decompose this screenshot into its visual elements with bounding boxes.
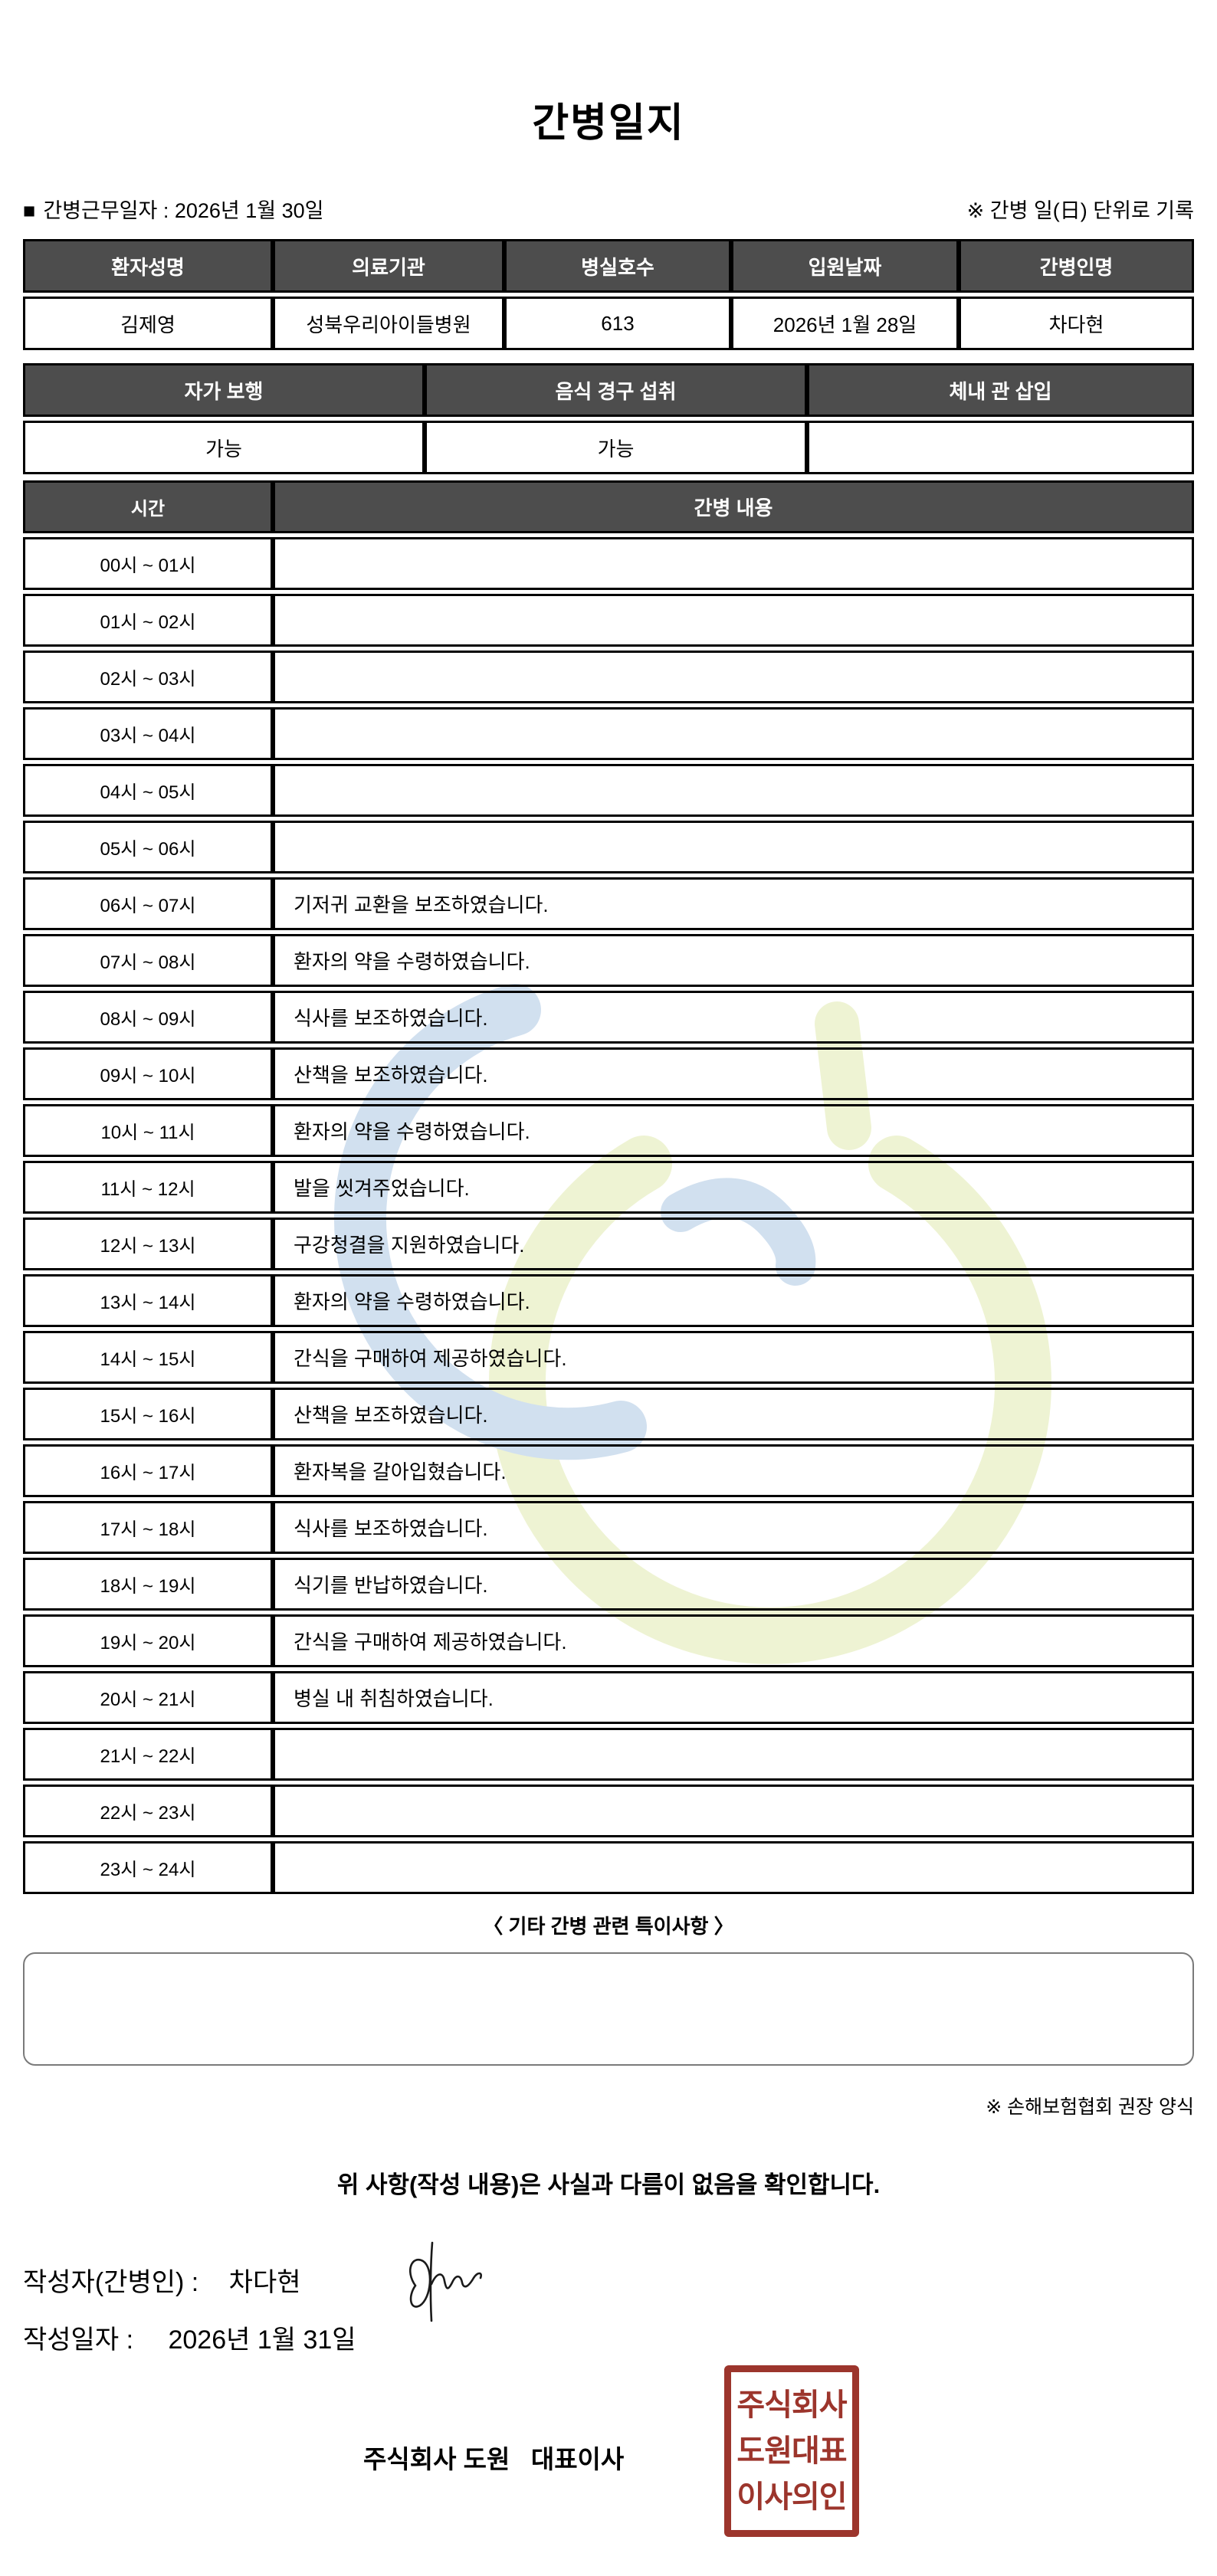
corporate-seal-stamp: 주식회사 도원대표 이사의인 — [724, 2365, 859, 2537]
work-date-text: 간병근무일자 : 2026년 1월 30일 — [43, 199, 324, 222]
notes-box — [23, 1952, 1194, 2066]
writer-label: 작성자(간병인) : — [23, 2268, 199, 2297]
log-row-content: 환자의 약을 수령하였습니다. — [273, 934, 1194, 987]
log-row-time: 15시 ~ 16시 — [23, 1388, 273, 1440]
handwritten-signature — [409, 2241, 482, 2322]
log-row-content: 환자의 약을 수령하였습니다. — [273, 1104, 1194, 1157]
writer-row: 작성자(간병인) : 차다현 — [23, 2241, 1194, 2322]
log-row-content: 환자의 약을 수령하였습니다. — [273, 1274, 1194, 1327]
stamp-line: 주식회사 — [736, 2388, 847, 2422]
log-row-time: 03시 ~ 04시 — [23, 707, 273, 760]
written-date-label: 작성일자 : — [23, 2325, 134, 2355]
log-row-time: 04시 ~ 05시 — [23, 764, 273, 817]
log-row-time: 19시 ~ 20시 — [23, 1614, 273, 1667]
patient-table-value: 차다현 — [959, 297, 1194, 350]
written-date-value: 2026년 1월 31일 — [168, 2325, 356, 2355]
log-row-time: 13시 ~ 14시 — [23, 1274, 273, 1327]
log-row-content — [273, 1785, 1194, 1837]
patient-table-value: 2026년 1월 28일 — [731, 297, 959, 350]
log-row-time: 16시 ~ 17시 — [23, 1444, 273, 1497]
patient-table-value: 김제영 — [23, 297, 273, 350]
log-row-time: 06시 ~ 07시 — [23, 877, 273, 930]
square-bullet-icon: ■ — [23, 199, 36, 222]
condition-table-header: 자가 보행 — [23, 363, 425, 417]
form-standard-note: ※ 손해보험협회 권장 양식 — [986, 2096, 1194, 2118]
condition-table-value: 가능 — [23, 421, 425, 474]
log-row-time: 09시 ~ 10시 — [23, 1047, 273, 1100]
log-row-time: 00시 ~ 01시 — [23, 537, 273, 590]
log-row-content — [273, 707, 1194, 760]
log-row-content — [273, 1728, 1194, 1781]
log-row-content: 식사를 보조하였습니다. — [273, 1501, 1194, 1554]
log-content-header: 간병 내용 — [273, 480, 1194, 533]
log-row-content: 기저귀 교환을 보조하였습니다. — [273, 877, 1194, 930]
log-row-time: 20시 ~ 21시 — [23, 1671, 273, 1724]
log-row-content: 산책을 보조하였습니다. — [273, 1388, 1194, 1440]
log-row-time: 17시 ~ 18시 — [23, 1501, 273, 1554]
log-row-content: 산책을 보조하였습니다. — [273, 1047, 1194, 1100]
log-row-content — [273, 1841, 1194, 1894]
condition-table-value — [807, 421, 1194, 474]
log-row-content — [273, 537, 1194, 590]
condition-table-header: 음식 경구 섭취 — [425, 363, 807, 417]
patient-table-value: 성북우리아이들병원 — [273, 297, 504, 350]
care-log-table: 시간 간병 내용 00시 ~ 01시 01시 ~ 02시 02시 ~ 03시 03시 ~ … — [23, 480, 1194, 1894]
patient-table-header: 의료기관 — [273, 239, 504, 293]
page-title: 간병일지 — [532, 101, 685, 146]
log-row-content: 간식을 구매하여 제공하였습니다. — [273, 1614, 1194, 1667]
log-row-time: 10시 ~ 11시 — [23, 1104, 273, 1157]
log-time-header: 시간 — [23, 480, 273, 533]
patient-table-header: 환자성명 — [23, 239, 273, 293]
work-date-note: ■ 간병근무일자 : 2026년 1월 30일 — [23, 194, 324, 224]
log-row-content: 간식을 구매하여 제공하였습니다. — [273, 1331, 1194, 1384]
condition-table: 자가 보행 음식 경구 섭취 체내 관 삽입 가능 가능 — [23, 363, 1194, 474]
log-row-content: 식사를 보조하였습니다. — [273, 991, 1194, 1044]
stamp-line: 도원대표 — [736, 2434, 847, 2468]
patient-table-header: 입원날짜 — [731, 239, 959, 293]
unit-note: ※ 간병 일(日) 단위로 기록 — [966, 199, 1194, 222]
header-notes: ■ 간병근무일자 : 2026년 1월 30일 ※ 간병 일(日) 단위로 기록 — [23, 194, 1194, 224]
log-row-time: 14시 ~ 15시 — [23, 1331, 273, 1384]
log-row-time: 08시 ~ 09시 — [23, 991, 273, 1044]
log-row-content — [273, 651, 1194, 703]
log-row-content — [273, 764, 1194, 817]
condition-table-value: 가능 — [425, 421, 807, 474]
log-row-content — [273, 821, 1194, 873]
company-line: 주식회사 도원 대표이사 — [363, 2445, 625, 2473]
stamp-line: 이사의인 — [736, 2480, 847, 2514]
condition-table-header: 체내 관 삽입 — [807, 363, 1194, 417]
log-row-content: 구강청결을 지원하였습니다. — [273, 1218, 1194, 1270]
notes-section-title: 〈 기타 간병 관련 특이사항 〉 — [483, 1915, 734, 1938]
log-row-time: 18시 ~ 19시 — [23, 1558, 273, 1611]
log-row-time: 07시 ~ 08시 — [23, 934, 273, 987]
log-row-content: 발을 씻겨주었습니다. — [273, 1161, 1194, 1214]
log-row-content: 환자복을 갈아입혔습니다. — [273, 1444, 1194, 1497]
written-date-row: 작성일자 : 2026년 1월 31일 — [23, 2319, 1194, 2356]
patient-table-header: 간병인명 — [959, 239, 1194, 293]
log-row-time: 11시 ~ 12시 — [23, 1161, 273, 1214]
log-row-time: 05시 ~ 06시 — [23, 821, 273, 873]
writer-name: 차다현 — [228, 2268, 301, 2297]
log-row-time: 01시 ~ 02시 — [23, 594, 273, 647]
log-row-time: 21시 ~ 22시 — [23, 1728, 273, 1781]
log-row-content — [273, 594, 1194, 647]
patient-table-value: 613 — [504, 297, 731, 350]
log-row-content: 병실 내 취침하였습니다. — [273, 1671, 1194, 1724]
log-row-content: 식기를 반납하였습니다. — [273, 1558, 1194, 1611]
log-row-time: 22시 ~ 23시 — [23, 1785, 273, 1837]
log-row-time: 23시 ~ 24시 — [23, 1841, 273, 1894]
patient-table-header: 병실호수 — [504, 239, 731, 293]
log-row-time: 12시 ~ 13시 — [23, 1218, 273, 1270]
company-seal-row: 주식회사 도원 대표이사 주식회사 도원대표 이사의인 — [23, 2365, 1194, 2565]
log-row-time: 02시 ~ 03시 — [23, 651, 273, 703]
confirmation-statement: 위 사항(작성 내용)은 사실과 다름이 없음을 확인합니다. — [336, 2171, 881, 2198]
